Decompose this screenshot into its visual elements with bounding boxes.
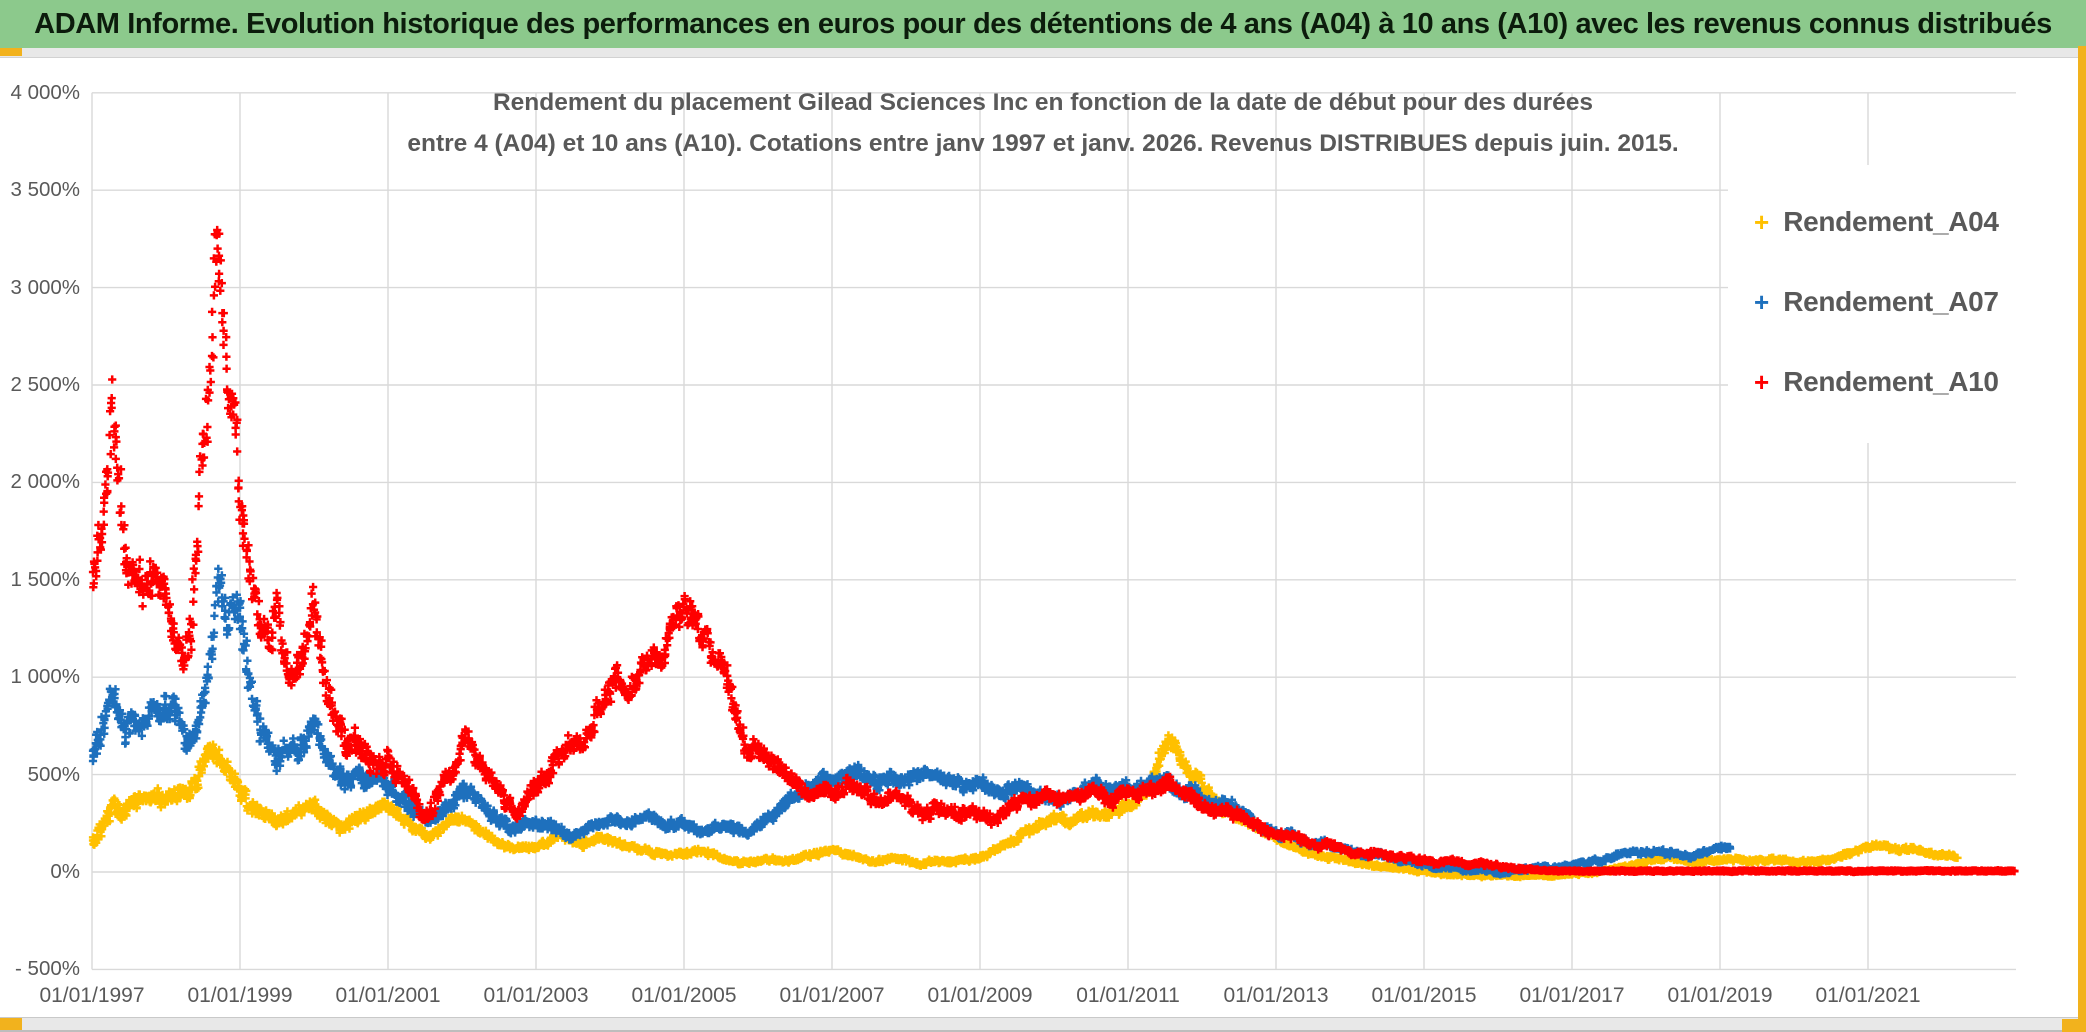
chart-title-line2: entre 4 (A04) et 10 ans (A10). Cotations…	[407, 130, 1679, 157]
frame-strip-top	[0, 48, 2086, 58]
frame-strip-bottom	[0, 1017, 2086, 1032]
x-axis-tick-label: 01/01/2021	[1815, 984, 1921, 1007]
legend-entry-rendement_a07[interactable]: + Rendement_A07	[1754, 285, 1999, 319]
gold-frame-right-edge	[2078, 46, 2086, 1032]
y-axis-tick-label: 1 000%	[10, 665, 80, 688]
x-axis-tick-label: 01/01/2007	[779, 984, 885, 1007]
plus-marker-icon: +	[1754, 287, 1770, 317]
legend-label: Rendement_A10	[1783, 366, 1999, 397]
x-axis-tick-label: 01/01/2011	[1076, 984, 1180, 1007]
y-axis-tick-label: 4 000%	[10, 81, 80, 104]
legend-label: Rendement_A04	[1783, 206, 1999, 237]
title-banner: ADAM Informe. Evolution historique des p…	[0, 0, 2086, 48]
y-axis-tick-label: 3 000%	[10, 276, 80, 299]
legend-label: Rendement_A07	[1783, 286, 1999, 317]
x-axis-tick-label: 01/01/2005	[631, 984, 737, 1007]
x-axis-tick-label: 01/01/2017	[1519, 984, 1625, 1007]
x-axis-tick-label: 01/01/2009	[927, 984, 1033, 1007]
gridlines	[91, 92, 2016, 971]
x-axis-tick-label: 01/01/2001	[335, 984, 441, 1007]
x-axis-tick-label: 01/01/2015	[1371, 984, 1477, 1007]
y-axis-tick-label: 3 500%	[10, 178, 80, 201]
plus-marker-icon: +	[1754, 207, 1770, 237]
y-axis-tick-label: - 500%	[15, 957, 80, 980]
x-axis-tick-label: 01/01/1999	[187, 984, 293, 1007]
y-axis-tick-label: 2 000%	[10, 470, 80, 493]
legend-entry-rendement_a04[interactable]: + Rendement_A04	[1754, 205, 1999, 239]
y-axis-tick-label: 500%	[27, 763, 80, 786]
y-axis-tick-label: 2 500%	[10, 373, 80, 396]
y-axis-tick-label: 1 500%	[10, 568, 80, 591]
series-points-rendement_a10	[88, 225, 2019, 877]
legend: + Rendement_A04 + Rendement_A07 + Rendement_A…	[1728, 165, 2018, 443]
gold-frame-corner-bottom-left	[0, 1018, 22, 1030]
gold-frame-corner-top-left	[0, 48, 22, 56]
chart-title: Rendement du placement Gilead Sciences I…	[0, 82, 2086, 164]
y-axis-tick-label: 0%	[50, 860, 80, 883]
x-axis-tick-label: 01/01/2013	[1223, 984, 1329, 1007]
legend-entry-rendement_a10[interactable]: + Rendement_A10	[1754, 365, 1999, 399]
chart-title-line1: Rendement du placement Gilead Sciences I…	[492, 89, 1594, 116]
x-axis-tick-label: 01/01/2019	[1667, 984, 1773, 1007]
series-points-rendement_a04	[88, 731, 1962, 882]
x-axis-tick-label: 01/01/2003	[483, 984, 589, 1007]
x-axis-tick-label: 01/01/1997	[39, 984, 145, 1007]
plus-marker-icon: +	[1754, 367, 1770, 397]
